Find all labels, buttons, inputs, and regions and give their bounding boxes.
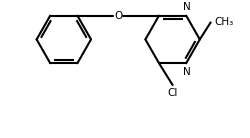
Text: N: N <box>183 67 191 77</box>
Text: CH₃: CH₃ <box>214 17 233 27</box>
Text: Cl: Cl <box>168 88 178 98</box>
Text: N: N <box>183 2 191 12</box>
Text: O: O <box>114 11 122 21</box>
